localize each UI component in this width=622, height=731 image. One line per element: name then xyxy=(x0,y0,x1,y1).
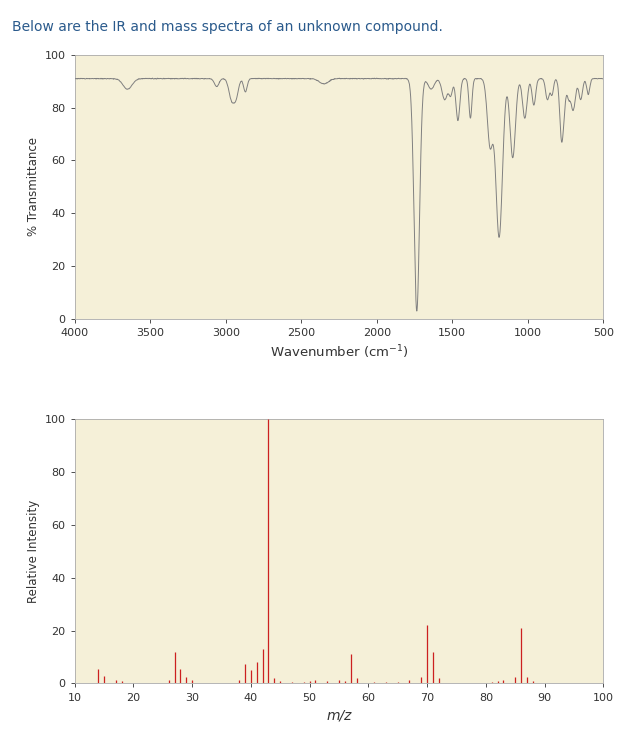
X-axis label: m/z: m/z xyxy=(327,708,351,722)
Y-axis label: % Transmittance: % Transmittance xyxy=(27,137,40,236)
Text: Below are the IR and mass spectra of an unknown compound.: Below are the IR and mass spectra of an … xyxy=(12,20,443,34)
X-axis label: Wavenumber (cm$^{-1}$): Wavenumber (cm$^{-1}$) xyxy=(270,344,408,361)
Y-axis label: Relative Intensity: Relative Intensity xyxy=(27,500,40,603)
